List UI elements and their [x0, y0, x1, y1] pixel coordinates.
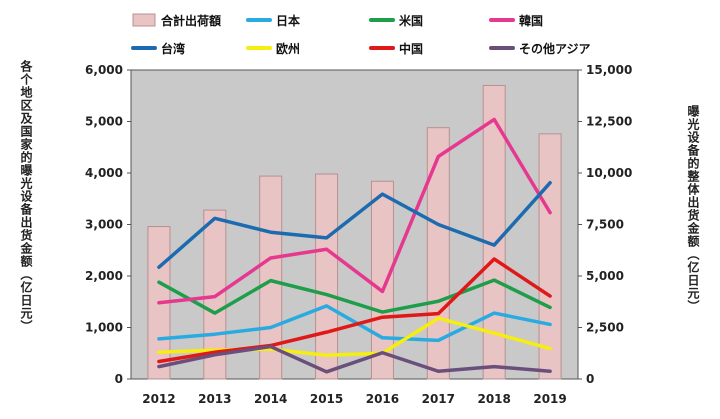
x-tick-label: 2019 — [533, 392, 566, 406]
legend-label: 中国 — [399, 41, 423, 56]
series-line-中国 — [157, 257, 552, 364]
x-tick-label: 2012 — [142, 392, 175, 406]
right-tick-label: 15,000 — [586, 63, 632, 77]
bar-2016 — [370, 180, 394, 380]
left-tick-label: 1,000 — [85, 321, 123, 335]
right-tick-label: 2,500 — [586, 321, 624, 335]
bar-2017 — [426, 127, 450, 380]
series-line-米国 — [157, 278, 552, 315]
left-tick-label: 5,000 — [85, 115, 123, 129]
x-tick-label: 2017 — [422, 392, 455, 406]
bar-2019 — [538, 133, 562, 380]
legend-label: 欧州 — [276, 41, 300, 56]
right-tick-label: 5,000 — [586, 269, 624, 283]
left-tick-label: 0 — [115, 372, 123, 386]
series-line-日本 — [157, 304, 552, 343]
legend-label: その他アジア — [519, 41, 591, 56]
right-axis-label: 曝光设备的整体出货金额（亿日元） — [686, 105, 700, 313]
series-line-台湾 — [157, 181, 552, 269]
x-tick-label: 2015 — [310, 392, 343, 406]
right-tick-label: 12,500 — [586, 115, 632, 129]
right-tick-label: 7,500 — [586, 218, 624, 232]
right-tick-label: 10,000 — [586, 166, 632, 180]
legend-label: 日本 — [276, 13, 300, 28]
x-tick-label: 2016 — [366, 392, 399, 406]
x-tick-label: 2018 — [477, 392, 510, 406]
x-tick-label: 2013 — [198, 392, 231, 406]
left-tick-label: 3,000 — [85, 218, 123, 232]
series-line-その他アジア — [157, 344, 552, 374]
legend-label: 台湾 — [161, 41, 185, 56]
left-tick-label: 6,000 — [85, 63, 123, 77]
left-tick-label: 4,000 — [85, 166, 123, 180]
series-line-韓国 — [157, 117, 552, 305]
x-tick-label: 2014 — [254, 392, 287, 406]
legend-label: 韓国 — [519, 13, 543, 28]
left-tick-label: 2,000 — [85, 269, 123, 283]
left-axis-label: 各个地区及国家的曝光设备出货金额（亿日元） — [19, 60, 33, 333]
legend-label: 米国 — [399, 13, 423, 28]
right-tick-label: 0 — [586, 372, 594, 386]
legend-swatch — [132, 13, 156, 27]
bar-2015 — [315, 173, 339, 380]
legend-label: 合計出荷額 — [161, 13, 221, 28]
